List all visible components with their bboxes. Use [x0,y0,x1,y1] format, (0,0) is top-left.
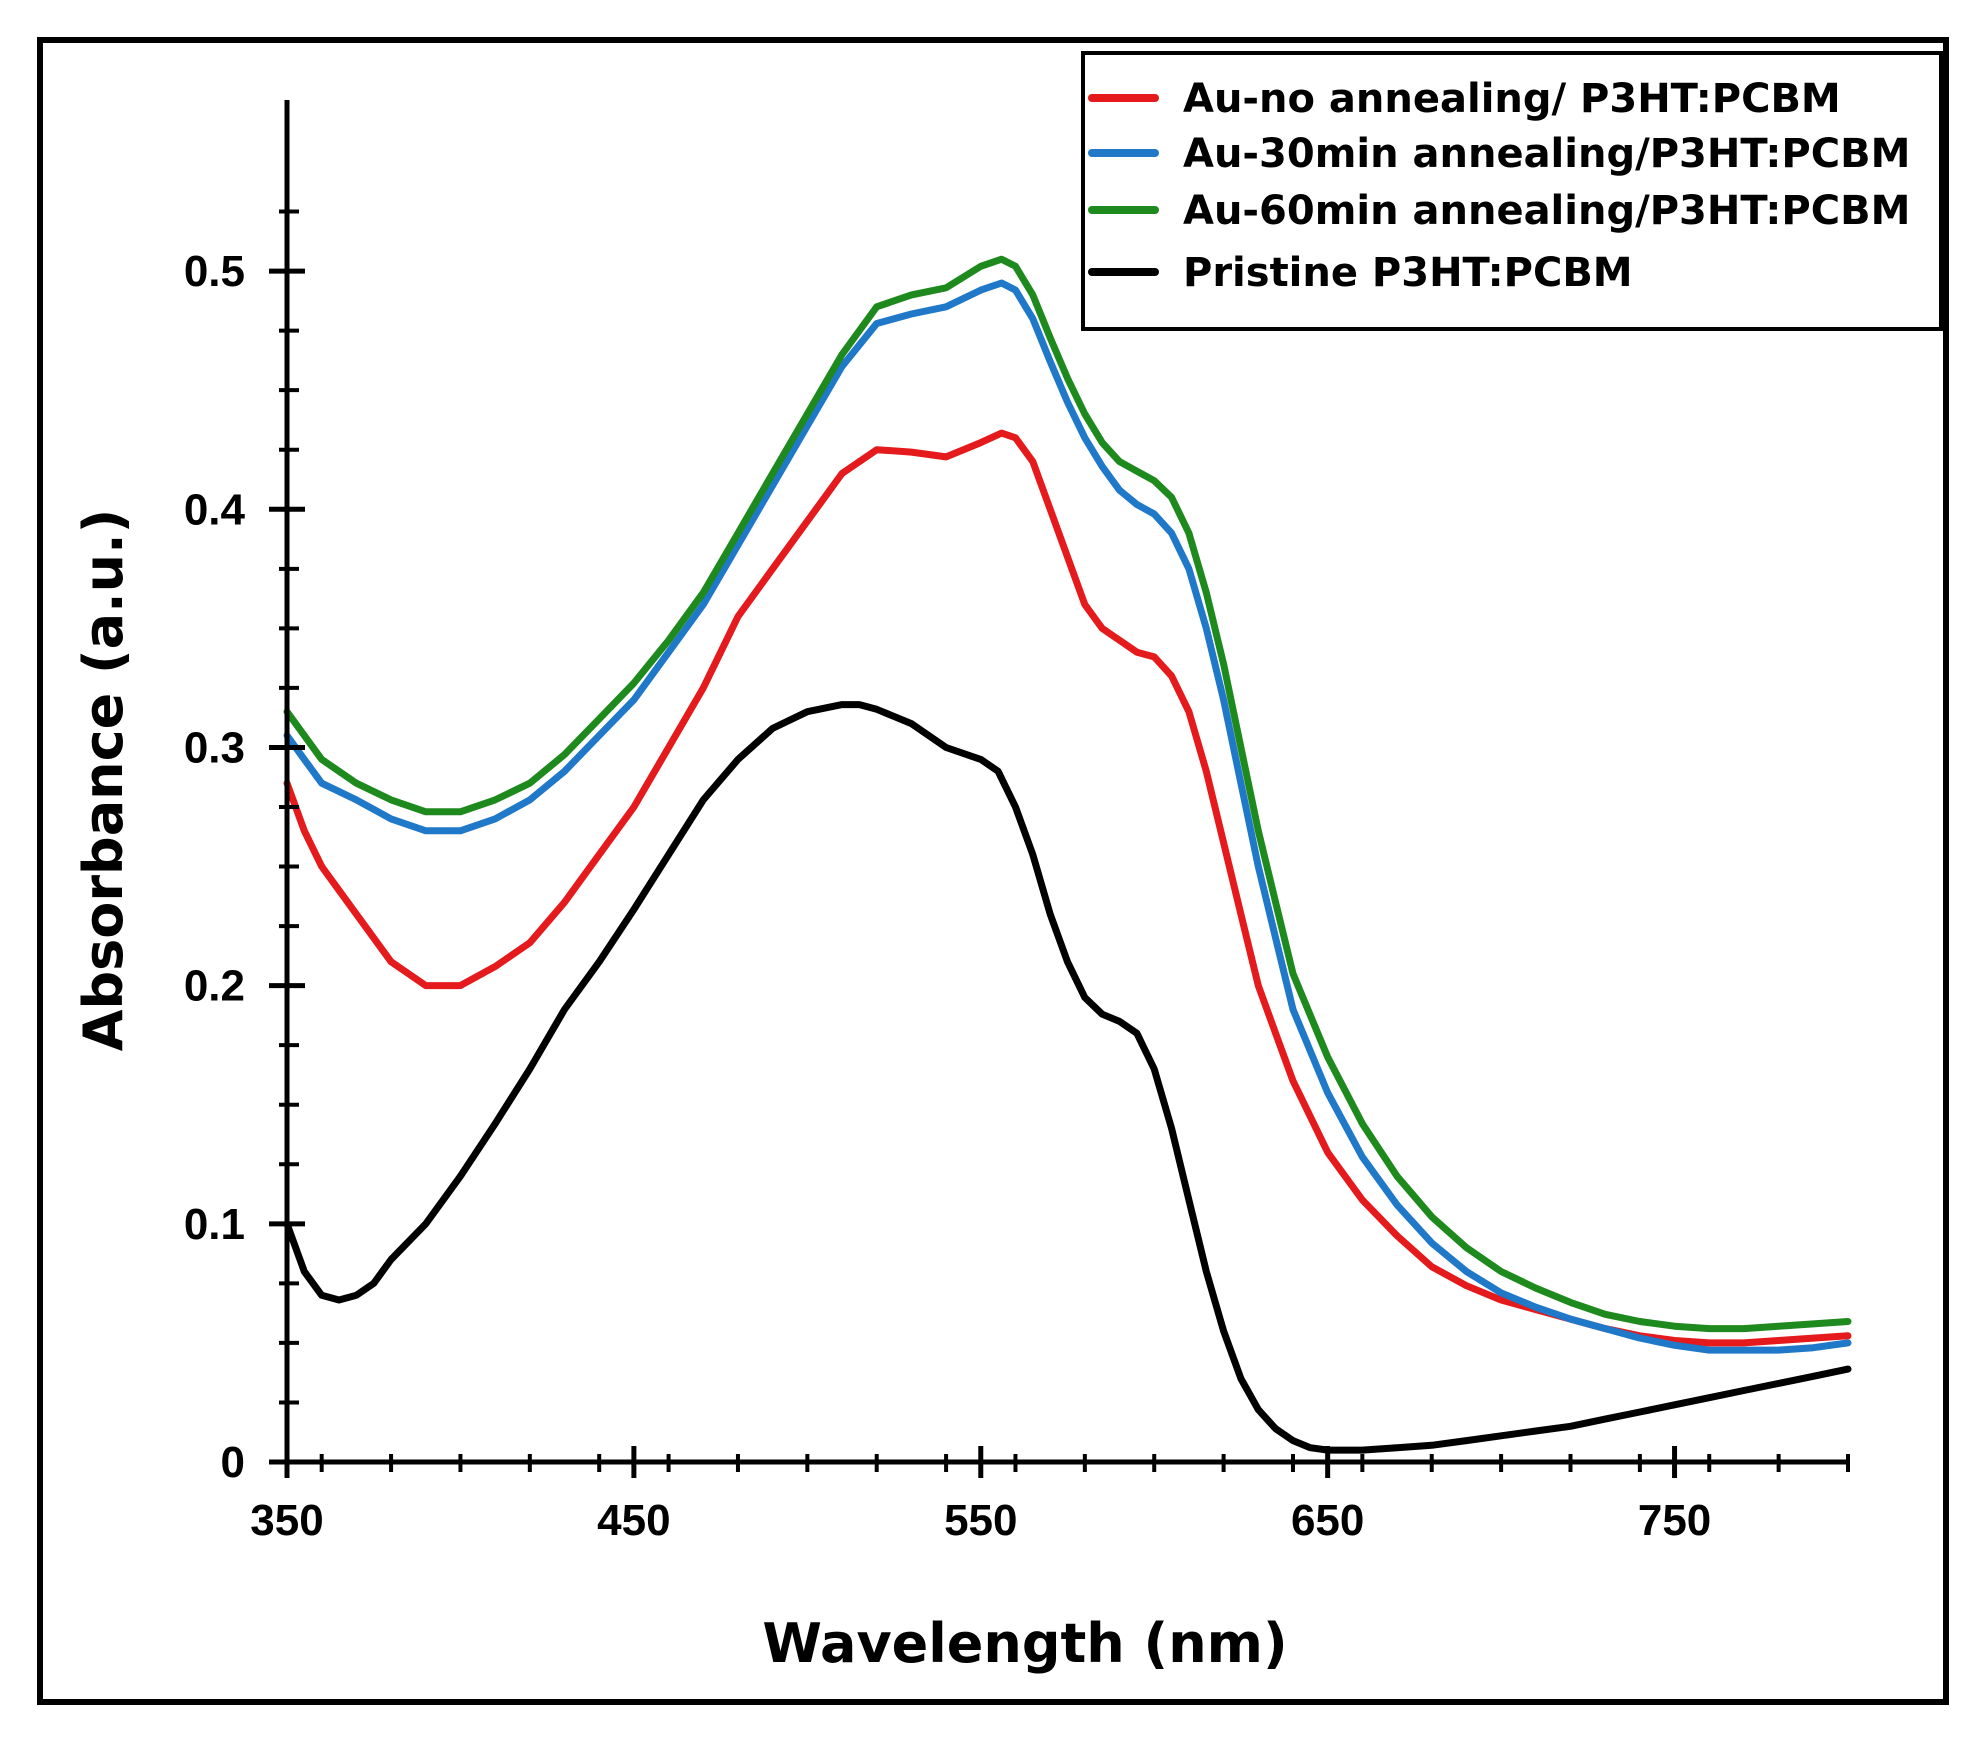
x-tick-label: 650 [1291,1496,1364,1545]
legend-label-2: Au-60min annealing/P3HT:PCBM [1183,188,1910,234]
series-line-1 [283,279,1852,1354]
y-tick-label: 0.3 [184,723,245,772]
series-layer [283,255,1852,1454]
axes: 0 0.1 0.2 0.3 0.4 0.5 350 450 550 650 750 [184,100,1850,1545]
x-axis-title: Wavelength (nm) [762,1612,1287,1675]
x-tick-label: 750 [1638,1496,1711,1545]
y-axis-title: Absorbance (a.u.) [72,509,135,1052]
series-line-2 [283,255,1852,1333]
legend-label-0: Au-no annealing/ P3HT:PCBM [1183,76,1841,122]
y-tick-label: 0.1 [184,1200,245,1249]
y-tick-label: 0.5 [184,247,245,296]
legend-box [1081,51,1943,331]
x-tick-label: 350 [250,1496,323,1545]
legend-label-3: Pristine P3HT:PCBM [1183,250,1633,296]
y-tick-label: 0.4 [184,485,246,534]
series-line-3 [283,701,1852,1454]
legend-label-1: Au-30min annealing/P3HT:PCBM [1183,131,1910,177]
legend: Au-no annealing/ P3HT:PCBM Au-30min annea… [1081,51,1943,331]
y-tick-label: 0.2 [184,962,245,1011]
x-tick-label: 450 [597,1496,670,1545]
x-tick-label: 550 [944,1496,1017,1545]
y-tick-label: 0 [221,1438,245,1487]
